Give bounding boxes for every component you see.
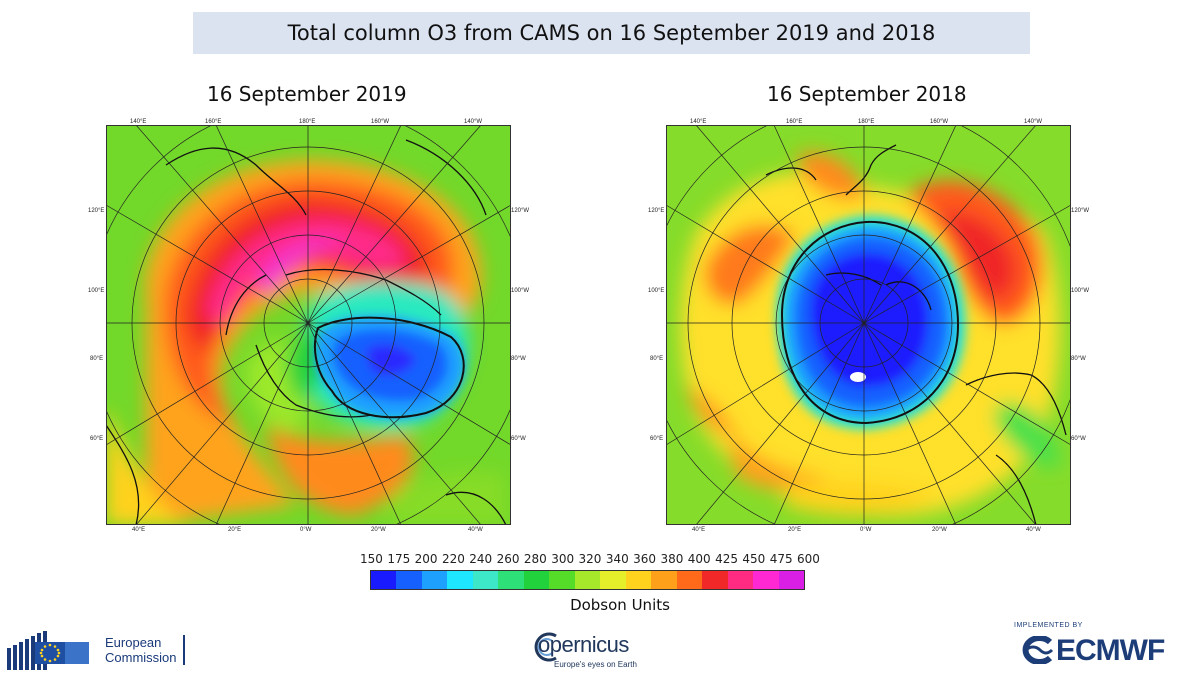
lon-label-top: 160°W bbox=[371, 119, 390, 125]
lon-label-left: 120°E bbox=[88, 208, 105, 214]
ozone-map-2018 bbox=[666, 125, 1071, 525]
colorbar-tick: 175 bbox=[387, 552, 411, 566]
lon-label-right: 80°W bbox=[511, 356, 526, 362]
ecmwf-logo: IMPLEMENTED BY ECMWF bbox=[1010, 622, 1190, 670]
copernicus-c-icon bbox=[534, 632, 557, 662]
colorbar-segment bbox=[625, 571, 652, 589]
colorbar-segment bbox=[549, 571, 575, 589]
colorbar-segment bbox=[651, 571, 677, 589]
page-title: Total column O3 from CAMS on 16 Septembe… bbox=[287, 21, 936, 45]
lon-label-top: 180°E bbox=[858, 119, 875, 125]
colorbar-segment bbox=[727, 571, 754, 589]
ec-logo-text: European Commission bbox=[105, 635, 185, 665]
colorbar-tick: 280 bbox=[523, 552, 547, 566]
lon-label-left: 100°E bbox=[648, 288, 665, 294]
colorbar bbox=[370, 570, 805, 590]
lon-label-top: 140°W bbox=[464, 119, 483, 125]
lon-label-right: 60°W bbox=[511, 436, 526, 442]
colorbar-tick: 450 bbox=[742, 552, 766, 566]
lon-label-left: 60°E bbox=[650, 436, 664, 442]
colorbar-segment bbox=[600, 571, 626, 589]
ecmwf-wordmark: ECMWF bbox=[1056, 634, 1165, 667]
lon-label-bottom: 0°W bbox=[860, 527, 872, 533]
lon-label-top: 140°W bbox=[1024, 119, 1043, 125]
copernicus-logo: opernicus Europe's eyes on Earth bbox=[530, 628, 660, 672]
lon-label-bottom: 40°E bbox=[692, 527, 706, 533]
lon-label-right: 120°W bbox=[1071, 208, 1090, 214]
lon-label-bottom: 20°W bbox=[371, 527, 386, 533]
colorbar-segment bbox=[447, 571, 473, 589]
lon-label-bottom: 40°E bbox=[132, 527, 146, 533]
lon-label-top: 160°W bbox=[930, 119, 949, 125]
european-commission-logo: European Commission bbox=[5, 628, 185, 672]
colorbar-units-label: Dobson Units bbox=[570, 596, 670, 614]
lon-label-left: 60°E bbox=[90, 436, 104, 442]
ec-building-icon bbox=[7, 631, 89, 670]
colorbar-tick: 260 bbox=[496, 552, 520, 566]
lon-label-left: 120°E bbox=[648, 208, 665, 214]
colorbar-segment bbox=[676, 571, 703, 589]
lon-label-bottom: 20°W bbox=[932, 527, 947, 533]
colorbar-tick: 150 bbox=[360, 552, 383, 566]
map-title-2018: 16 September 2018 bbox=[767, 82, 967, 106]
copernicus-tagline: Europe's eyes on Earth bbox=[554, 660, 637, 669]
colorbar-tick: 400 bbox=[687, 552, 711, 566]
colorbar-segment bbox=[574, 571, 601, 589]
lon-label-top: 140°E bbox=[690, 119, 707, 125]
lon-label-right: 100°W bbox=[511, 288, 530, 294]
lon-label-bottom: 20°E bbox=[228, 527, 242, 533]
header-title-box: Total column O3 from CAMS on 16 Septembe… bbox=[193, 12, 1030, 54]
lon-label-top: 160°E bbox=[786, 119, 803, 125]
colorbar-tick: 240 bbox=[469, 552, 493, 566]
map-title-2019: 16 September 2019 bbox=[207, 82, 407, 106]
colorbar-segment bbox=[371, 571, 397, 589]
colorbar-segment bbox=[523, 571, 550, 589]
ozone-map-2019 bbox=[106, 125, 511, 525]
lon-label-bottom: 0°W bbox=[300, 527, 312, 533]
colorbar-segment bbox=[472, 571, 499, 589]
lon-label-left: 80°E bbox=[650, 356, 664, 362]
lon-label-top: 140°E bbox=[130, 119, 147, 125]
colorbar-tick: 220 bbox=[441, 552, 465, 566]
lon-label-bottom: 20°E bbox=[788, 527, 802, 533]
ec-logo-line2: Commission bbox=[105, 650, 177, 665]
lon-label-right: 80°W bbox=[1071, 356, 1086, 362]
ecmwf-implemented-by: IMPLEMENTED BY bbox=[1014, 622, 1083, 629]
colorbar-segment bbox=[498, 571, 524, 589]
ecmwf-wave-icon bbox=[1022, 636, 1054, 664]
lon-label-top: 160°E bbox=[205, 119, 222, 125]
lon-label-left: 80°E bbox=[90, 356, 104, 362]
colorbar-segment bbox=[421, 571, 448, 589]
lon-label-bottom: 40°W bbox=[1026, 527, 1041, 533]
ec-logo-line1: European bbox=[105, 635, 162, 650]
colorbar-tick: 340 bbox=[605, 552, 629, 566]
colorbar-tick: 320 bbox=[578, 552, 602, 566]
lon-label-top: 180°E bbox=[299, 119, 316, 125]
colorbar-tick: 380 bbox=[660, 552, 684, 566]
colorbar-tick: 360 bbox=[633, 552, 657, 566]
lon-label-left: 100°E bbox=[88, 288, 105, 294]
lon-label-right: 120°W bbox=[511, 208, 530, 214]
colorbar-segment bbox=[396, 571, 422, 589]
colorbar-tick: 475 bbox=[769, 552, 793, 566]
colorbar-tick: 425 bbox=[715, 552, 738, 566]
colorbar-segment bbox=[702, 571, 728, 589]
lon-label-bottom: 40°W bbox=[468, 527, 483, 533]
colorbar-tick: 200 bbox=[414, 552, 438, 566]
lon-label-right: 100°W bbox=[1071, 288, 1090, 294]
colorbar-tick: 300 bbox=[551, 552, 575, 566]
colorbar-segment bbox=[778, 571, 804, 589]
colorbar-tick-labels: 150 175 200 220 240 260 280 300 320 340 … bbox=[360, 552, 820, 566]
colorbar-tick: 600 bbox=[797, 552, 820, 566]
copernicus-wordmark: opernicus bbox=[538, 632, 629, 657]
lon-label-right: 60°W bbox=[1071, 436, 1086, 442]
colorbar-segment bbox=[753, 571, 779, 589]
